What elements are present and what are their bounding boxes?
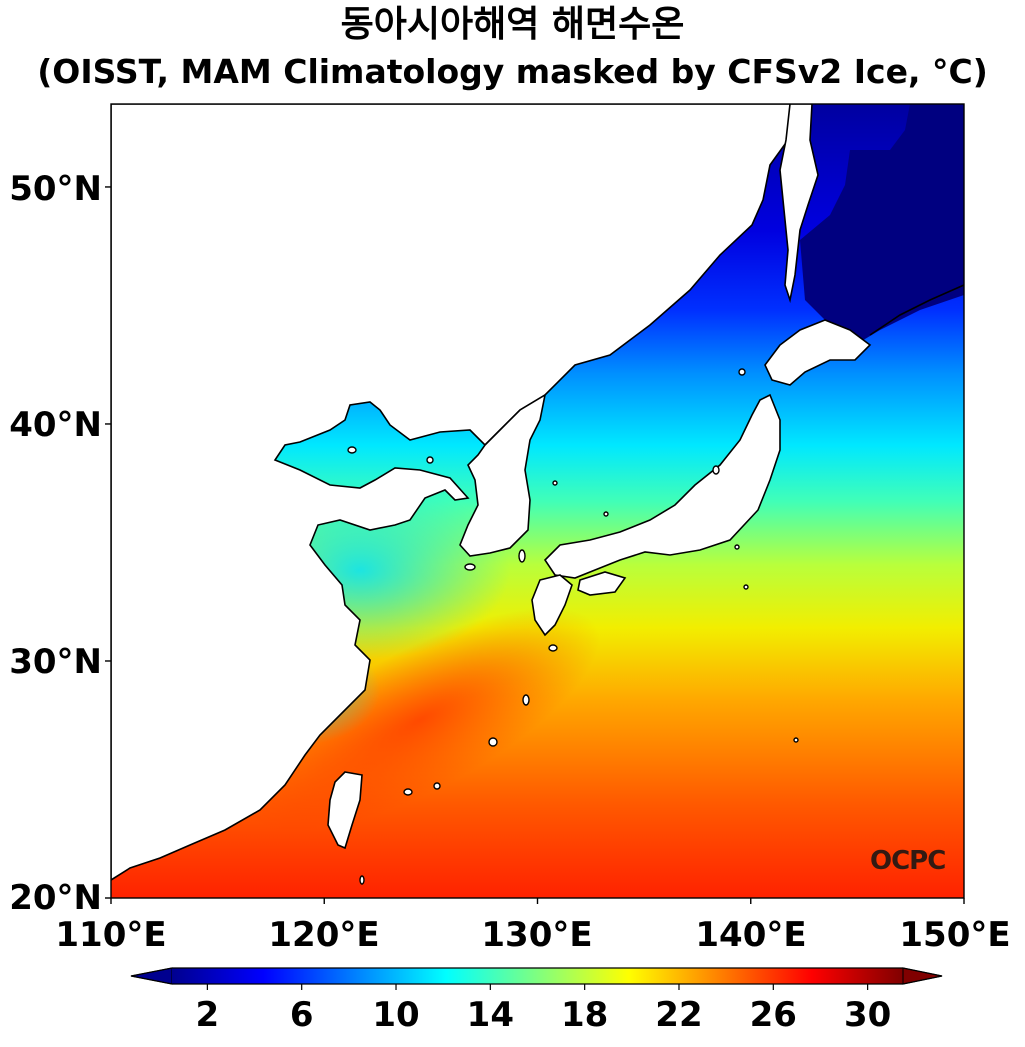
island [347,446,357,454]
colorbar-tick-label: 22 [655,995,703,1035]
shikoku [577,571,627,596]
lat-tick-marks [105,186,111,899]
colorbar-tick-label: 18 [560,995,609,1035]
sst-field [111,104,964,898]
sakhalin [779,104,819,304]
island [403,788,413,796]
island [359,875,365,885]
hokkaido [764,319,872,386]
lon-tick-label: 110°E [55,915,167,955]
island [712,465,720,475]
island [548,644,558,652]
lat-tick-label: 30°N [9,642,102,682]
colorbar [130,967,943,990]
colorbar-tick-label: 26 [749,995,797,1035]
kuril-islands [869,284,964,336]
honshu [543,393,781,579]
chart-title: 동아시아해역 해면수온 [340,4,685,45]
kuroshio-warm-tongue [240,607,600,833]
island [433,782,441,790]
colorbar-tick-label: 30 [843,995,892,1035]
island [738,368,746,376]
lon-tick-label: 140°E [695,915,807,955]
tsushima-island [518,549,526,563]
korean-peninsula [459,393,547,557]
okinawa-island [488,737,498,747]
island [522,694,530,706]
colorbar-tick-label: 14 [466,995,514,1035]
lat-tick-label: 50°N [9,169,102,209]
lat-tick-label: 40°N [9,405,102,445]
jeju-island [464,563,476,571]
asia-mainland [111,104,791,881]
colorbar-ramp [172,968,903,984]
island [603,511,609,517]
island [743,584,749,590]
lon-tick-label: 150°E [899,915,1011,955]
colorbar-tick-label: 6 [289,995,314,1035]
ocpc-watermark: OCPC [870,846,946,876]
lon-tick-label: 120°E [268,915,380,955]
colorbar-tick-marks [206,984,869,990]
okhotsk-ice-mask [800,104,964,345]
small-islands [347,368,799,885]
colorbar-extend-low [130,967,173,985]
colorbar-extend-high [902,967,943,985]
lat-tick-label: 20°N [9,878,102,918]
island [734,544,740,550]
lon-tick-label: 130°E [481,915,593,955]
lon-tick-marks [110,898,965,904]
island [793,737,799,743]
colorbar-outline [130,967,943,985]
kyushu [531,574,573,637]
taiwan [327,771,363,850]
island [552,480,558,486]
colorbar-tick-label: 10 [372,995,420,1035]
chart-subtitle: (OISST, MAM Climatology masked by CFSv2 … [37,52,988,91]
island [426,456,434,464]
colorbar-tick-label: 2 [195,995,220,1035]
